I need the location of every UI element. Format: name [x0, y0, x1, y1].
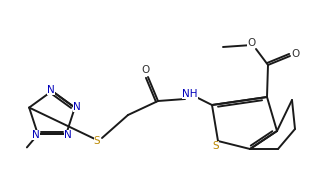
- Text: NH: NH: [182, 89, 198, 99]
- Text: S: S: [213, 141, 219, 151]
- Text: O: O: [292, 49, 300, 59]
- Text: N: N: [47, 85, 55, 95]
- Text: O: O: [142, 65, 150, 75]
- Text: N: N: [64, 130, 72, 140]
- Text: S: S: [94, 136, 100, 146]
- Text: N: N: [32, 130, 40, 140]
- Text: N: N: [73, 101, 81, 112]
- Text: O: O: [247, 38, 255, 48]
